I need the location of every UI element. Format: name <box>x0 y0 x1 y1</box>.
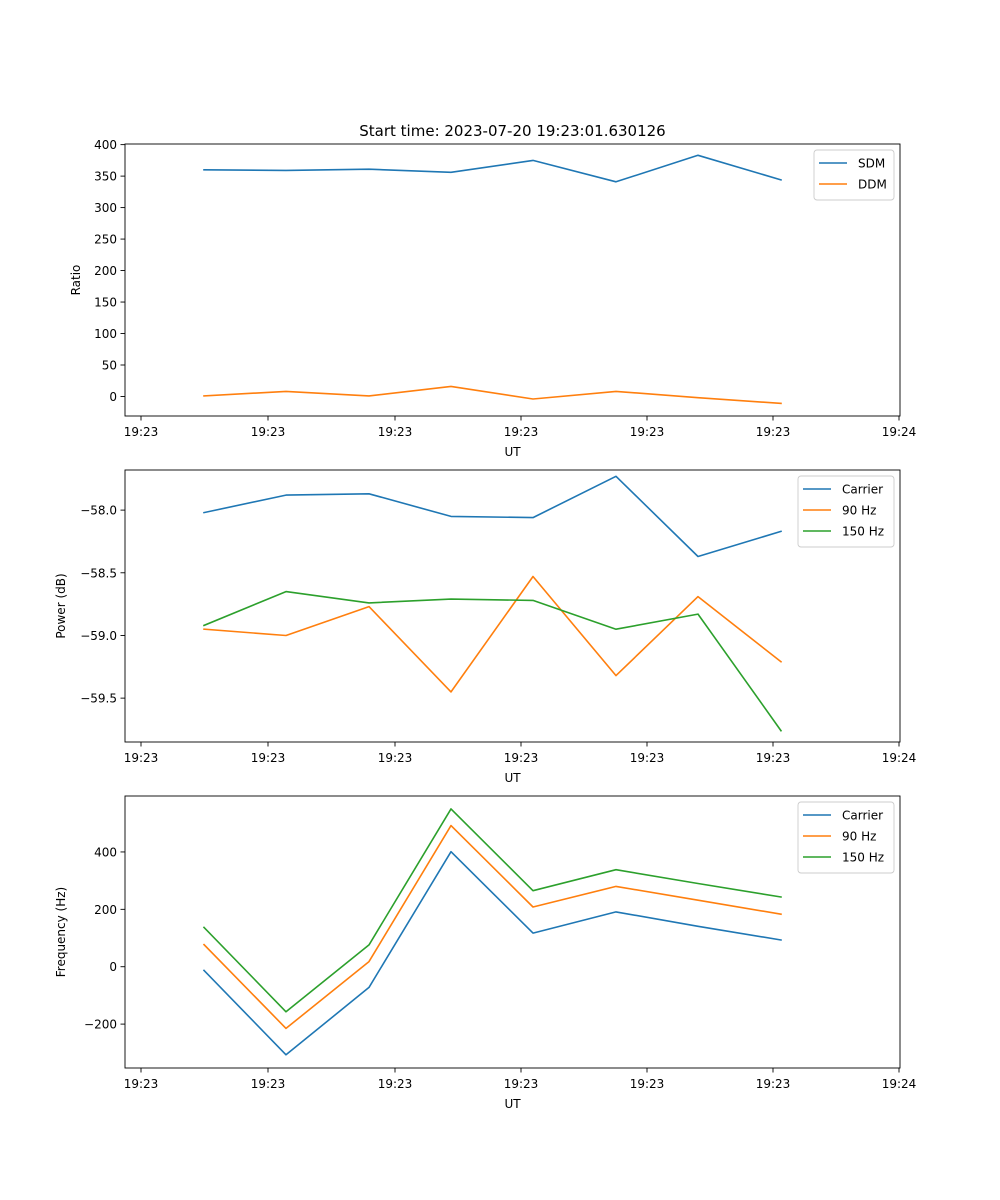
x-tick-label: 19:23 <box>378 751 413 765</box>
legend-label: 90 Hz <box>842 504 876 518</box>
x-tick-label: 19:23 <box>630 425 665 439</box>
x-tick-label: 19:23 <box>124 425 159 439</box>
y-tick-label: 200 <box>94 264 117 278</box>
legend: Carrier 90 Hz 150 Hz <box>797 801 895 874</box>
y-tick-label: −58.5 <box>80 566 117 580</box>
chart-panel-1: 19:23 19:23 19:23 19:23 19:23 19:23 19:24 0 50 10… <box>69 138 916 459</box>
legend-box <box>797 475 895 548</box>
y-tick-label: 400 <box>94 138 117 152</box>
x-tick-label: 19:23 <box>630 751 665 765</box>
chart-panel-3: 19:23 19:23 19:23 19:23 19:23 19:23 19:24 −200 0… <box>54 795 917 1111</box>
legend-label: 90 Hz <box>842 830 876 844</box>
x-tick-label: 19:24 <box>882 751 917 765</box>
legend-box <box>797 801 895 874</box>
y-tick-label: 200 <box>94 903 117 917</box>
x-axis-label: UT <box>504 445 521 459</box>
y-tick-label: 0 <box>109 390 117 404</box>
y-tick-label: 300 <box>94 201 117 215</box>
y-axis-label: Ratio <box>69 265 83 296</box>
plot-area <box>125 144 900 416</box>
legend: Carrier 90 Hz 150 Hz <box>797 475 895 548</box>
x-tick-label: 19:24 <box>882 425 917 439</box>
y-tick-label: 50 <box>102 359 117 373</box>
y-axis-label: Power (dB) <box>54 573 68 638</box>
x-tick-label: 19:24 <box>882 1077 917 1091</box>
x-tick-label: 19:23 <box>124 751 159 765</box>
figure-title: Start time: 2023-07-20 19:23:01.630126 <box>359 122 665 140</box>
x-tick-label: 19:23 <box>251 1077 286 1091</box>
x-tick-label: 19:23 <box>124 1077 159 1091</box>
x-tick-label: 19:23 <box>630 1077 665 1091</box>
x-tick-label: 19:23 <box>756 751 791 765</box>
chart-panel-2: 19:23 19:23 19:23 19:23 19:23 19:23 19:24 −58.0… <box>54 469 917 785</box>
x-tick-label: 19:23 <box>251 425 286 439</box>
series-line-carrier <box>202 850 782 1056</box>
series-line-150-hz <box>202 808 782 1013</box>
y-tick-label: −200 <box>84 1018 117 1032</box>
x-tick-label: 19:23 <box>251 751 286 765</box>
y-tick-label: 250 <box>94 233 117 247</box>
x-axis-label: UT <box>504 1097 521 1111</box>
legend-label: 150 Hz <box>842 851 884 865</box>
series-line-90-hz <box>202 824 782 1030</box>
legend-label: DDM <box>858 178 887 192</box>
series-line-90-hz <box>203 575 783 693</box>
y-tick-label: 100 <box>94 327 117 341</box>
series-line-ddm <box>203 385 782 405</box>
y-tick-label: 0 <box>109 960 117 974</box>
axes-frame <box>124 469 901 743</box>
axes-frame <box>124 795 901 1069</box>
y-tick-label: −59.5 <box>80 692 117 706</box>
series-line-carrier <box>203 475 782 558</box>
axes-frame <box>124 143 901 417</box>
x-axis-label: UT <box>504 771 521 785</box>
x-tick-label: 19:23 <box>504 1077 539 1091</box>
legend: SDM DDM <box>813 149 895 201</box>
x-tick-label: 19:23 <box>756 425 791 439</box>
legend-label: Carrier <box>842 483 883 497</box>
series-line-sdm <box>203 154 782 183</box>
x-tick-label: 19:23 <box>378 1077 413 1091</box>
y-tick-label: −59.0 <box>80 629 117 643</box>
plot-area <box>125 796 900 1068</box>
x-tick-label: 19:23 <box>756 1077 791 1091</box>
x-tick-label: 19:23 <box>378 425 413 439</box>
y-tick-label: −58.0 <box>80 504 117 518</box>
series-line-150-hz <box>202 590 783 732</box>
y-tick-label: 150 <box>94 296 117 310</box>
legend-label: SDM <box>858 157 885 171</box>
legend-label: 150 Hz <box>842 525 884 539</box>
y-tick-label: 400 <box>94 845 117 859</box>
y-tick-label: 350 <box>94 170 117 184</box>
x-tick-label: 19:23 <box>504 425 539 439</box>
chart-panels: 19:23 19:23 19:23 19:23 19:23 19:23 19:24 0 50 10… <box>54 138 916 1111</box>
y-axis-label: Frequency (Hz) <box>54 887 68 978</box>
legend-label: Carrier <box>842 809 883 823</box>
x-tick-label: 19:23 <box>504 751 539 765</box>
